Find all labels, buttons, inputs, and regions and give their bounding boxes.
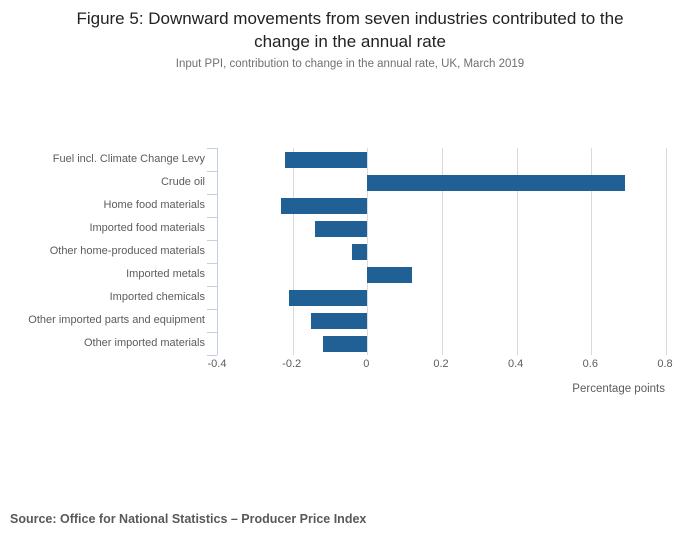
- chart-title-line1: Figure 5: Downward movements from seven …: [76, 9, 624, 28]
- gridline: [591, 148, 592, 355]
- chart-subtitle: Input PPI, contribution to change in the…: [175, 58, 525, 70]
- y-axis-tick: [207, 286, 217, 287]
- chart-title-line2: change in the annual rate: [254, 32, 446, 51]
- x-axis-title: Percentage points: [572, 383, 665, 395]
- y-axis-tick: [207, 171, 217, 172]
- x-axis-tick-label: 0.4: [508, 358, 524, 370]
- source-note: Source: Office for National Statistics –…: [10, 512, 367, 526]
- x-axis-tick-label: 0.6: [582, 358, 598, 370]
- bar-fuel-incl-climate-change-levy[interactable]: [285, 151, 368, 168]
- gridline: [293, 148, 294, 355]
- x-axis-tick-label: 0: [363, 358, 370, 370]
- y-axis-tick: [207, 148, 217, 149]
- plot-area: [207, 148, 667, 356]
- bar-imported-chemicals[interactable]: [288, 289, 368, 306]
- y-axis-tick: [207, 217, 217, 218]
- y-axis-label: Other imported parts and equipment: [28, 313, 205, 326]
- y-axis-label: Other imported materials: [83, 336, 205, 349]
- y-axis-tick: [207, 194, 217, 195]
- y-axis-label: Other home-produced materials: [49, 244, 205, 257]
- x-axis-tick-label: 0.2: [433, 358, 449, 370]
- x-axis-tick-label: -0.2: [282, 358, 302, 370]
- bar-other-home-produced-materials[interactable]: [352, 243, 368, 260]
- bar-other-imported-parts-and-equipment[interactable]: [311, 312, 368, 329]
- bar-home-food-materials[interactable]: [281, 197, 368, 214]
- y-axis-label: Imported metals: [126, 267, 205, 280]
- y-axis-tick: [207, 240, 217, 241]
- bar-imported-food-materials[interactable]: [315, 220, 368, 237]
- bar-other-imported-materials[interactable]: [322, 335, 368, 352]
- x-axis-tick-label: -0.4: [207, 358, 227, 370]
- y-axis-tick: [207, 332, 217, 333]
- bar-crude-oil[interactable]: [367, 174, 625, 191]
- bar-imported-metals[interactable]: [367, 266, 413, 283]
- y-axis-tick: [207, 263, 217, 264]
- y-axis-label: Fuel incl. Climate Change Levy: [52, 152, 205, 165]
- chart-title: Figure 5: Downward movements from seven …: [0, 7, 700, 53]
- y-axis-tick: [207, 309, 217, 310]
- y-axis-label: Home food materials: [103, 198, 206, 211]
- gridline: [442, 148, 443, 355]
- gridline: [367, 148, 368, 355]
- y-axis-tick: [207, 355, 217, 356]
- gridline: [517, 148, 518, 355]
- x-axis-tick-label: 0.8: [657, 358, 673, 370]
- gridline: [666, 148, 667, 355]
- y-axis-label: Imported food materials: [89, 221, 205, 234]
- y-axis-label: Imported chemicals: [109, 290, 205, 303]
- y-axis-labels: Fuel incl. Climate Change Levy Crude oil H…: [0, 148, 205, 355]
- y-axis-label: Crude oil: [160, 175, 205, 188]
